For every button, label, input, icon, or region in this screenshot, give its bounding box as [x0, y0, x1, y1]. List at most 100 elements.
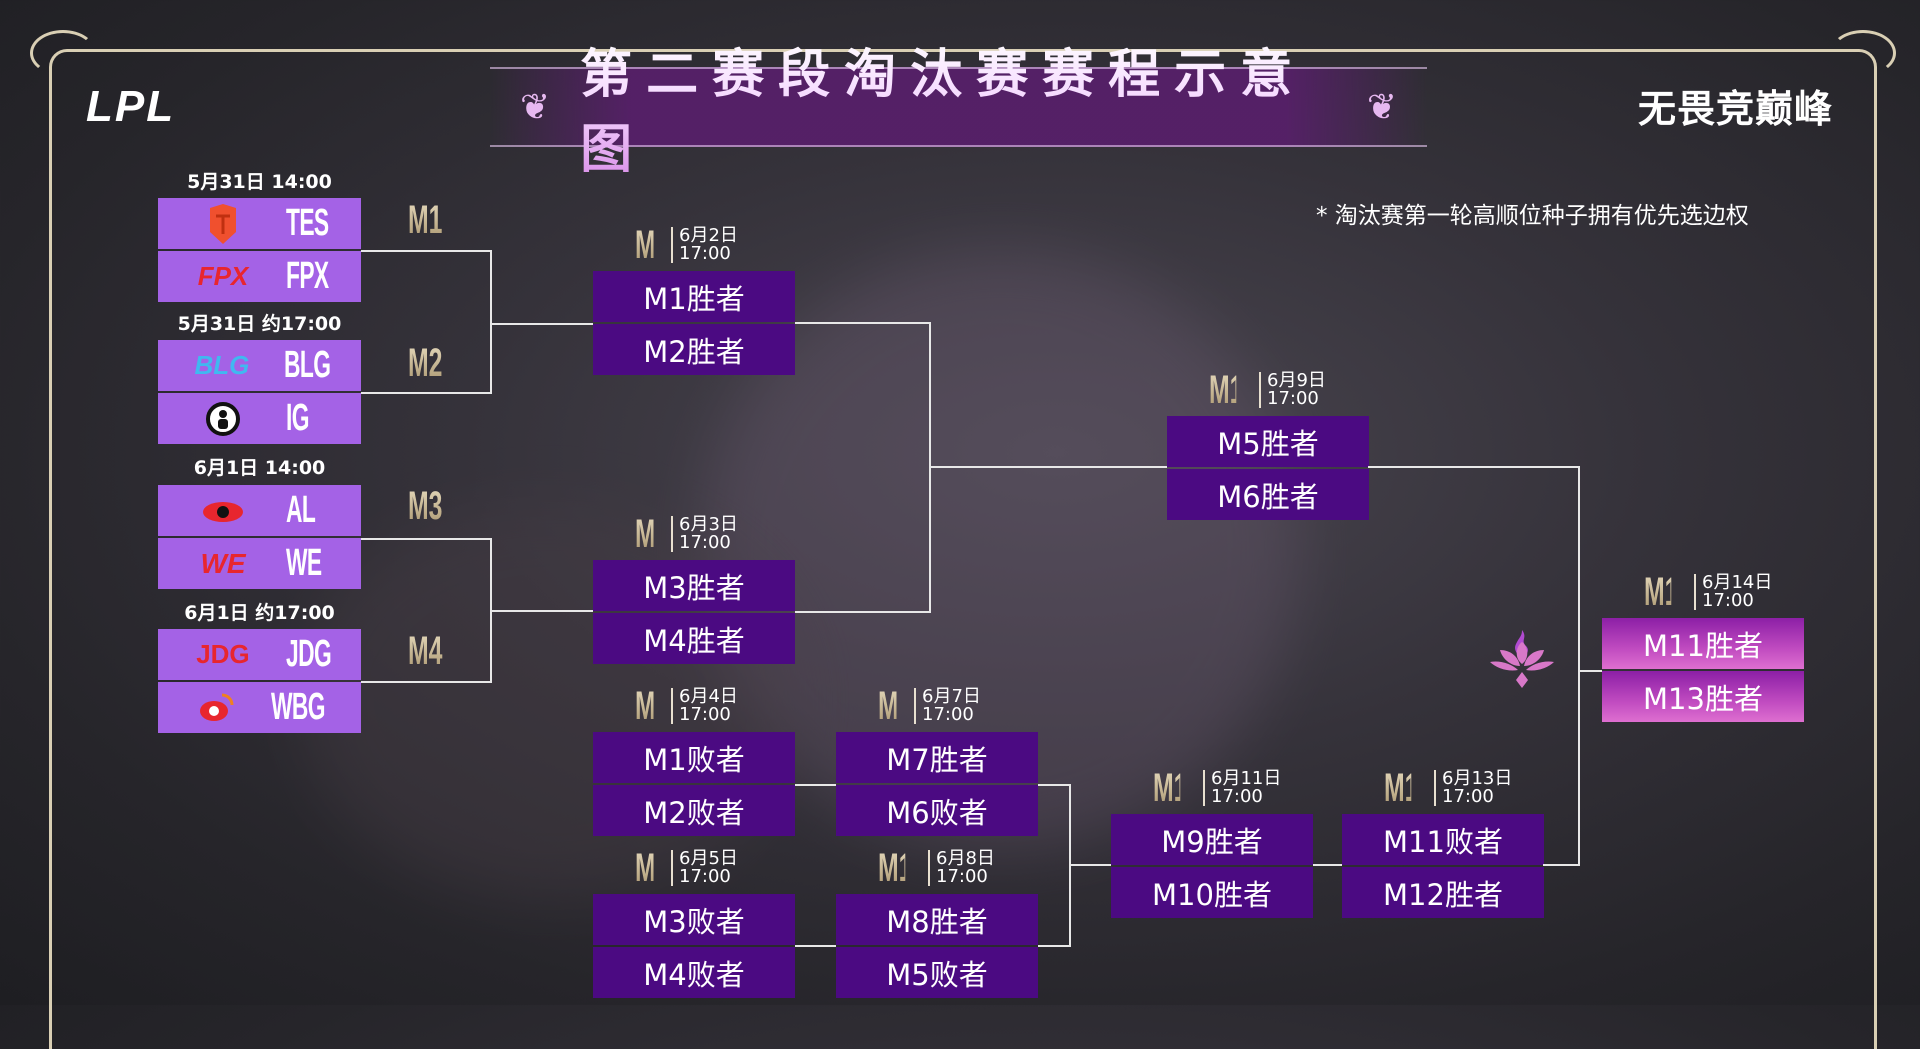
- match-datetime: 6月8日 17:00: [936, 850, 995, 886]
- bracket-line: [795, 322, 929, 324]
- decorative-frame: [30, 30, 1896, 1049]
- match-header: M14 6月14日 17:00: [1644, 570, 1772, 614]
- match-label: M8: [635, 845, 670, 890]
- match-slot: M7胜者: [836, 732, 1038, 783]
- match-time: 17:00: [679, 866, 731, 887]
- bracket-line: [361, 392, 490, 394]
- match-header: M13 6月13日 17:00: [1384, 766, 1512, 810]
- match-date: 6月7日: [922, 686, 981, 707]
- team-al: AL: [158, 485, 361, 536]
- match-date: 6月4日: [679, 686, 738, 707]
- divider: [671, 850, 673, 886]
- page-title: 第二赛段淘汰赛赛程示意图: [580, 32, 1337, 182]
- match-label: M14: [1644, 569, 1693, 614]
- bracket-line: [1038, 945, 1069, 947]
- match-label: M2: [408, 341, 443, 385]
- match-header: M8 6月5日 17:00: [635, 846, 738, 890]
- bracket-line: [795, 611, 929, 613]
- match-date: 6月13日: [1442, 768, 1513, 789]
- bracket-line: [1313, 864, 1342, 866]
- match-slot: M2胜者: [593, 324, 795, 375]
- ig-logo: [158, 401, 288, 436]
- match-date: 6月5日: [679, 848, 738, 869]
- seed-note: * 淘汰赛第一轮高顺位种子拥有优先选边权: [1316, 203, 1749, 229]
- match-header: M11 6月9日 17:00: [1209, 368, 1326, 412]
- tes-logo: [158, 203, 288, 244]
- team-wbg: WBG: [158, 682, 361, 733]
- match-label: M13: [1384, 765, 1433, 810]
- team-tes: TES: [158, 198, 361, 249]
- team-we: WE WE: [158, 538, 361, 589]
- match-date: 6月2日: [679, 225, 738, 246]
- team-jdg: JDG JDG: [158, 629, 361, 680]
- team-name: FPX: [286, 255, 329, 297]
- match-slot: M8胜者: [836, 894, 1038, 945]
- match-datetime: 6月5日 17:00: [679, 850, 738, 886]
- match-time: 17:00: [679, 532, 731, 553]
- match-slot: M13胜者: [1602, 671, 1804, 722]
- match-date: 6月11日: [1211, 768, 1282, 789]
- match-label: M11: [1209, 367, 1256, 412]
- team-name: TES: [286, 202, 329, 244]
- match-date: 6月9日: [1267, 370, 1326, 391]
- match-slot: M5败者: [836, 947, 1038, 998]
- match-datetime: 6月3日 17:00: [679, 516, 738, 552]
- match-datetime: 6月11日 17:00: [1211, 770, 1281, 806]
- match-label: M12: [1153, 765, 1202, 810]
- match-label: M4: [408, 629, 443, 673]
- match-time: 17:00: [922, 704, 974, 725]
- bracket-line: [1069, 864, 1111, 866]
- match-header: M7 6月4日 17:00: [635, 684, 738, 728]
- match-slot: M3胜者: [593, 560, 795, 611]
- match-label: M1: [408, 198, 443, 242]
- match-datetime: 6月14日 17:00: [1702, 574, 1772, 610]
- title-banner: ❦ 第二赛段淘汰赛赛程示意图 ❦: [490, 45, 1427, 180]
- match-slot: M4败者: [593, 947, 795, 998]
- ornament-icon: ❦: [520, 86, 551, 128]
- match-slot: M3败者: [593, 894, 795, 945]
- divider: [671, 516, 673, 552]
- team-name: BLG: [283, 344, 331, 386]
- match-slot: M9胜者: [1111, 814, 1313, 865]
- match-date: 5月31日 14:00: [187, 171, 332, 193]
- bracket-line: [361, 538, 490, 540]
- bracket-line: [361, 681, 490, 683]
- team-ig: IG: [158, 393, 361, 444]
- divider: [1259, 372, 1261, 408]
- match-label: M9: [878, 683, 913, 728]
- divider: [928, 850, 930, 886]
- lpl-logo: LPL: [86, 82, 176, 131]
- jdg-logo: JDG: [196, 639, 250, 669]
- match-time: 17:00: [1702, 590, 1754, 611]
- match-time: 17:00: [679, 243, 731, 264]
- slogan: 无畏竞巅峰: [1637, 87, 1833, 131]
- divider: [1694, 574, 1696, 610]
- match-date: 6月1日 14:00: [193, 457, 326, 479]
- bracket-line: [490, 250, 492, 394]
- team-blg: BLG BLG: [158, 340, 361, 391]
- divider: [671, 227, 673, 263]
- match-header: M12 6月11日 17:00: [1153, 766, 1281, 810]
- match-slot: M6败者: [836, 785, 1038, 836]
- bracket-line: [1368, 466, 1578, 468]
- team-name: AL: [286, 489, 316, 531]
- match-datetime: 6月4日 17:00: [679, 688, 738, 724]
- team-fpx: FPX FPX: [158, 251, 361, 302]
- lotus-icon: [1490, 630, 1554, 688]
- match-date: 6月1日 约17:00: [184, 602, 335, 624]
- match-date: 6月14日: [1702, 572, 1773, 593]
- match-slot: M10胜者: [1111, 867, 1313, 918]
- bracket-line: [1038, 784, 1069, 786]
- match-slot: M11胜者: [1602, 618, 1804, 669]
- bracket-line: [1578, 466, 1580, 866]
- fpx-logo: FPX: [197, 261, 249, 291]
- bracket-line: [795, 784, 836, 786]
- match-label: M5: [635, 222, 670, 267]
- wbg-logo: [158, 691, 273, 725]
- divider: [914, 688, 916, 724]
- match-slot: M1败者: [593, 732, 795, 783]
- match-time: 17:00: [1267, 388, 1319, 409]
- team-name: WE: [286, 542, 322, 584]
- match-header: M10 6月8日 17:00: [878, 846, 995, 890]
- al-logo: [158, 494, 288, 528]
